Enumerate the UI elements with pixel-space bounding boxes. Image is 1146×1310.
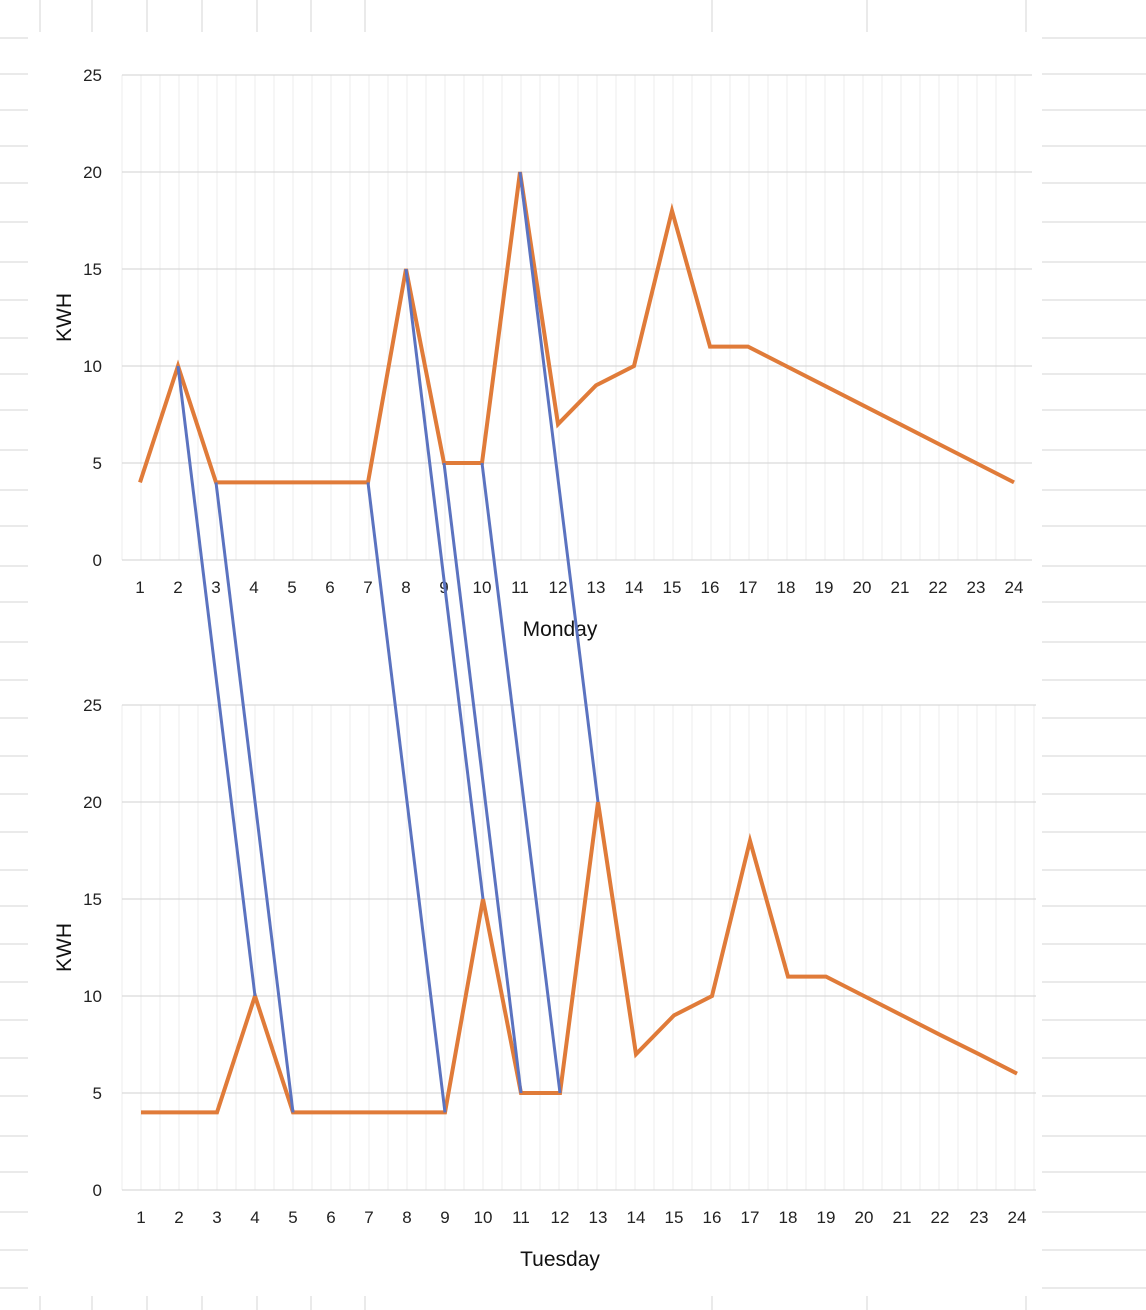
x-tick-label: 10 [473, 578, 492, 597]
connector-line [480, 462, 562, 1094]
x-tick-label: 10 [474, 1208, 493, 1227]
connector-line [176, 365, 257, 997]
x-tick-label: 15 [663, 578, 682, 597]
x-tick-label: 12 [551, 1208, 570, 1227]
y-tick-label: 5 [93, 1084, 102, 1103]
monday-gridlines [121, 74, 1032, 561]
x-tick-label: 1 [135, 578, 144, 597]
monday-series [138, 171, 1015, 485]
x-tick-label: 4 [249, 578, 258, 597]
x-tick-label: 19 [817, 1208, 836, 1227]
x-tick-label: 7 [364, 1208, 373, 1227]
x-tick-label: 11 [512, 1208, 530, 1227]
x-tick-label: 16 [701, 578, 720, 597]
connector-line [518, 171, 600, 803]
monday-y-tick-labels: 0 5 10 15 20 25 [83, 66, 102, 570]
monday-x-axis-title: Monday [523, 618, 598, 641]
x-tick-label: 24 [1008, 1208, 1027, 1227]
x-tick-label: 15 [665, 1208, 684, 1227]
x-tick-label: 8 [402, 1208, 411, 1227]
y-tick-label: 0 [93, 551, 102, 570]
connector-line [442, 462, 523, 1094]
x-tick-label: 18 [777, 578, 796, 597]
x-tick-label: 20 [853, 578, 872, 597]
x-tick-label: 1 [136, 1208, 145, 1227]
y-tick-label: 15 [83, 260, 102, 279]
x-tick-label: 19 [815, 578, 834, 597]
monday-y-axis-title: KWH [53, 293, 76, 342]
x-tick-label: 20 [855, 1208, 874, 1227]
y-tick-label: 15 [83, 890, 102, 909]
x-tick-label: 21 [893, 1208, 912, 1227]
x-tick-label: 22 [931, 1208, 950, 1227]
x-tick-label: 5 [287, 578, 296, 597]
y-tick-label: 5 [93, 454, 102, 473]
x-tick-label: 3 [211, 578, 220, 597]
x-tick-label: 2 [173, 578, 182, 597]
x-tick-label: 11 [511, 578, 529, 597]
x-tick-label: 21 [891, 578, 910, 597]
x-tick-label: 22 [929, 578, 948, 597]
x-tick-label: 14 [625, 578, 644, 597]
y-tick-label: 25 [83, 66, 102, 85]
tuesday-y-tick-labels: 0 5 10 15 20 25 [83, 696, 102, 1200]
x-tick-label: 6 [325, 578, 334, 597]
x-tick-label: 12 [549, 578, 568, 597]
tuesday-y-axis-title: KWH [53, 923, 76, 972]
connector-line [214, 482, 295, 1113]
x-tick-label: 23 [970, 1208, 989, 1227]
y-tick-label: 20 [83, 163, 102, 182]
x-tick-label: 13 [587, 578, 606, 597]
x-tick-label: 3 [212, 1208, 221, 1227]
kwh-series-line [141, 801, 1018, 1115]
x-tick-label: 17 [741, 1208, 760, 1227]
x-tick-label: 18 [779, 1208, 798, 1227]
kwh-series-line [138, 171, 1015, 485]
x-tick-label: 8 [401, 578, 410, 597]
tuesday-x-tick-labels: 1 2 3 4 5 6 7 8 9 10 11 12 13 14 15 16 17 18 19 20 21 22 23 24 [136, 1208, 1026, 1227]
y-tick-label: 20 [83, 793, 102, 812]
x-tick-label: 6 [326, 1208, 335, 1227]
x-tick-label: 9 [440, 1208, 449, 1227]
y-tick-label: 10 [83, 987, 102, 1006]
tuesday-x-axis-title: Tuesday [520, 1248, 600, 1271]
connector-line [404, 268, 485, 900]
x-tick-label: 2 [174, 1208, 183, 1227]
y-tick-label: 0 [93, 1181, 102, 1200]
connector-line [366, 482, 447, 1113]
x-tick-label: 14 [627, 1208, 646, 1227]
x-tick-label: 13 [589, 1208, 608, 1227]
x-tick-label: 4 [250, 1208, 259, 1227]
x-tick-label: 5 [288, 1208, 297, 1227]
x-tick-label: 7 [363, 578, 372, 597]
x-tick-label: 24 [1005, 578, 1024, 597]
x-tick-label: 17 [739, 578, 758, 597]
y-tick-label: 25 [83, 696, 102, 715]
tuesday-series [140, 801, 1018, 1115]
shift-connector-lines [176, 171, 600, 1113]
x-tick-label: 23 [967, 578, 986, 597]
x-tick-label: 16 [703, 1208, 722, 1227]
y-tick-label: 10 [83, 357, 102, 376]
